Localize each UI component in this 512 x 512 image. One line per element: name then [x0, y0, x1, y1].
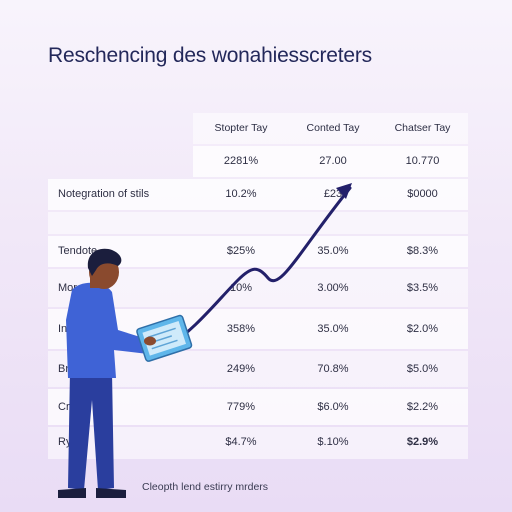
table-cell: 35.0% [317, 323, 349, 335]
table-cell: 249% [226, 363, 256, 375]
column-header: Chatser Tay [394, 122, 451, 134]
table-cell: 27.00 [319, 155, 347, 167]
table-cell: $25% [226, 245, 256, 257]
table-cell: $.10% [317, 436, 349, 448]
table-cell: 35.0% [317, 245, 349, 257]
table-cell: $2.9% [406, 436, 439, 448]
table-row: Notegration of stils 10.2% £23 $0000 [48, 178, 468, 211]
table-cell: $3.5% [406, 282, 439, 294]
table-cell: 70.8% [317, 363, 349, 375]
table-cell: 10.770 [405, 155, 440, 167]
table-cell: $2.2% [406, 401, 439, 413]
row-label: Notegration of stils [58, 188, 150, 200]
person-hair [87, 248, 122, 276]
table-cell: 10.2% [225, 188, 257, 200]
table-cell: 10% [229, 282, 253, 294]
table-cell: 779% [226, 401, 256, 413]
caption: Cleopth lend estirry mrders [142, 481, 269, 493]
table-cell: 358% [226, 323, 256, 335]
column-header: Conted Tay [306, 122, 360, 134]
table-row: Rys $4.7% $.10% $2.9% [48, 426, 468, 460]
table-cell: $5.0% [406, 363, 439, 375]
table-cell: $2.0% [406, 323, 439, 335]
table-cell: $4.7% [225, 436, 257, 448]
table-row: 2281% 27.00 10.770 [48, 145, 468, 178]
table-cell: $6.0% [317, 401, 349, 413]
upward-trend-arrow-icon [336, 183, 352, 199]
row-label: Cr [58, 401, 70, 413]
table-header-row: Stopter Tay Conted Tay Chatser Tay [48, 112, 468, 145]
row-label: Br [58, 363, 69, 375]
table-cell: 2281% [223, 155, 259, 167]
person-figure [58, 248, 193, 498]
trend-line [164, 186, 352, 350]
table-cell: 3.00% [317, 282, 349, 294]
person-legs [68, 370, 114, 490]
table-row: Cr 779% $6.0% $2.2% [48, 388, 468, 426]
table-cell: $0000 [407, 188, 438, 200]
row-label: Tendote [58, 245, 98, 257]
table-row: Br 249% 70.8% $5.0% [48, 350, 468, 388]
person-shirt [66, 282, 150, 378]
column-header: Stopter Tay [214, 122, 268, 134]
table-cell: £23 [323, 188, 343, 200]
page-title: Reschencing des wonahiesscreters [48, 44, 372, 67]
table-cell: $8.3% [406, 245, 439, 257]
table-row [48, 211, 468, 235]
